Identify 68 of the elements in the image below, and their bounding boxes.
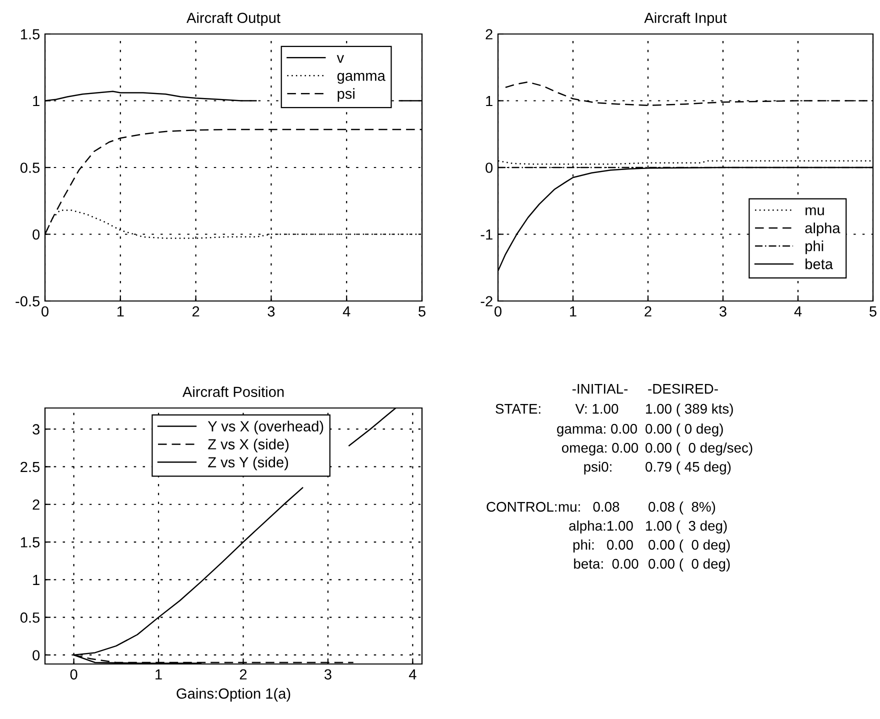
y-tick-label: -1	[480, 230, 492, 240]
text: psi0:	[584, 462, 612, 474]
y-tick-label: -0.5	[16, 296, 40, 306]
y-tick-label: 0.5	[20, 612, 40, 623]
x-tick-label: 4	[794, 306, 802, 316]
legend-label: mu	[806, 207, 824, 216]
x-tick-label: 5	[418, 306, 426, 317]
x-tick-label: 0	[494, 306, 502, 317]
y-tick-label: 1.5	[20, 537, 40, 548]
text: V: 1.00	[575, 404, 618, 414]
legend-label: beta	[806, 258, 833, 270]
text: STATE:	[496, 404, 540, 414]
text: 0.79 ( 45 deg)	[646, 462, 731, 474]
text: alpha:1.00	[569, 520, 633, 534]
legend-label: Y vs X (overhead)	[208, 420, 324, 434]
text: 0.08 ( 8%)	[648, 502, 716, 514]
legend-label: gamma	[337, 72, 386, 84]
y-tick-label: 3	[32, 424, 40, 435]
text: -DESIRED-	[648, 384, 718, 394]
text: 0.00 ( 0 deg/sec)	[646, 442, 752, 456]
x-tick-label: 2	[644, 306, 652, 316]
text: beta: 0.00	[574, 558, 638, 569]
legend-label: alpha	[805, 222, 840, 236]
x-tick-label: 4	[342, 306, 350, 316]
y-tick-label: 1	[33, 574, 40, 585]
x-tick-label: 0	[42, 306, 48, 317]
y-tick-label: 2	[32, 499, 40, 510]
y-tick-label: 2	[486, 29, 492, 40]
text: 0.00 ( 0 deg)	[646, 424, 723, 436]
y-tick-label: 0.5	[20, 162, 40, 173]
y-tick-label: 2.5	[20, 462, 40, 472]
text: -INITIAL-	[572, 384, 628, 394]
text: 1.00 ( 3 deg)	[646, 520, 727, 534]
text: CONTROL:	[486, 502, 556, 512]
x-tick-label: 3	[324, 669, 332, 680]
x-tick-label: 1	[570, 306, 576, 316]
legend-label: v	[336, 55, 344, 63]
y-tick-label: 0	[32, 229, 40, 240]
x-tick-label: 5	[870, 306, 876, 317]
text: omega: 0.00	[562, 442, 638, 456]
text: 0.00 ( 0 deg)	[648, 558, 730, 572]
chart-title: Aircraft Output	[186, 12, 280, 26]
x-tick-label: 2	[192, 306, 200, 316]
legend-label: Z vs Y (side)	[208, 456, 288, 470]
x-tick-label: 4	[408, 669, 416, 680]
x-tick-label: 0	[70, 669, 78, 680]
y-tick-label: 0	[32, 650, 40, 660]
y-tick-label: -2	[480, 296, 492, 306]
x-axis-title: Gains:Option 1(a)	[176, 688, 290, 702]
y-tick-label: 1	[486, 96, 492, 106]
text: mu: 0.08	[558, 502, 620, 512]
x-tick-label: 3	[268, 306, 275, 317]
y-tick-label: 0	[486, 162, 493, 173]
legend-label: phi	[806, 240, 824, 254]
chart-title: Aircraft Position	[182, 386, 284, 398]
text: 0.00 ( 0 deg)	[648, 540, 730, 552]
x-tick-label: 3	[720, 306, 726, 317]
x-tick-label: 1	[117, 306, 124, 316]
text: gamma: 0.00	[557, 424, 637, 436]
x-tick-label: 2	[240, 669, 247, 680]
y-tick-label: 1.5	[20, 29, 40, 40]
text: phi: 0.00	[573, 540, 633, 552]
text: 1.00 ( 389 kts)	[646, 404, 733, 416]
chart-title: Aircraft Input	[644, 12, 727, 26]
y-tick-label: 1	[33, 96, 40, 106]
legend-label: psi	[338, 88, 354, 102]
x-tick-label: 1	[156, 669, 162, 680]
legend-label: Z vs X (side)	[208, 438, 289, 452]
